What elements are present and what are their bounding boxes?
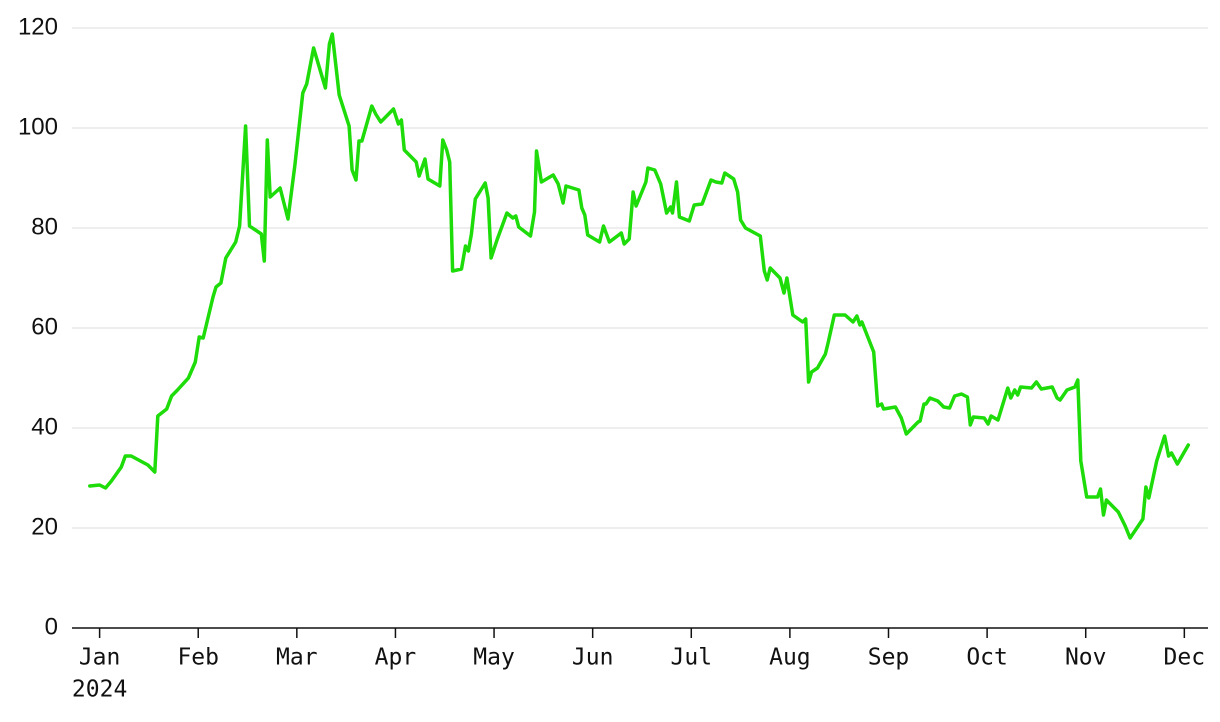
x-tick-label: Sep: [868, 645, 910, 671]
data-line: [88, 32, 1191, 540]
x-year-label: 2024: [72, 677, 127, 703]
x-tick-label: Mar: [276, 645, 318, 671]
y-tick-label: 120: [18, 13, 58, 40]
y-tick-label: 20: [31, 513, 58, 540]
x-tick-label: Dec: [1164, 645, 1206, 671]
x-tick-label: Oct: [966, 645, 1008, 671]
x-tick-label: May: [473, 645, 515, 671]
x-tick-label: Jun: [572, 645, 614, 671]
y-tick-label: 100: [18, 113, 58, 140]
x-tick-label: Apr: [375, 645, 417, 671]
x-tick-label: Nov: [1065, 645, 1107, 671]
x-tick-label: Aug: [769, 645, 811, 671]
y-tick-label: 40: [31, 413, 58, 440]
x-tick-label: Jul: [671, 645, 713, 671]
x-tick-label: Feb: [177, 645, 219, 671]
y-tick-label: 80: [31, 213, 58, 240]
y-tick-label: 0: [45, 613, 58, 640]
y-tick-label: 60: [31, 313, 58, 340]
x-tick-label: Jan: [79, 645, 121, 671]
